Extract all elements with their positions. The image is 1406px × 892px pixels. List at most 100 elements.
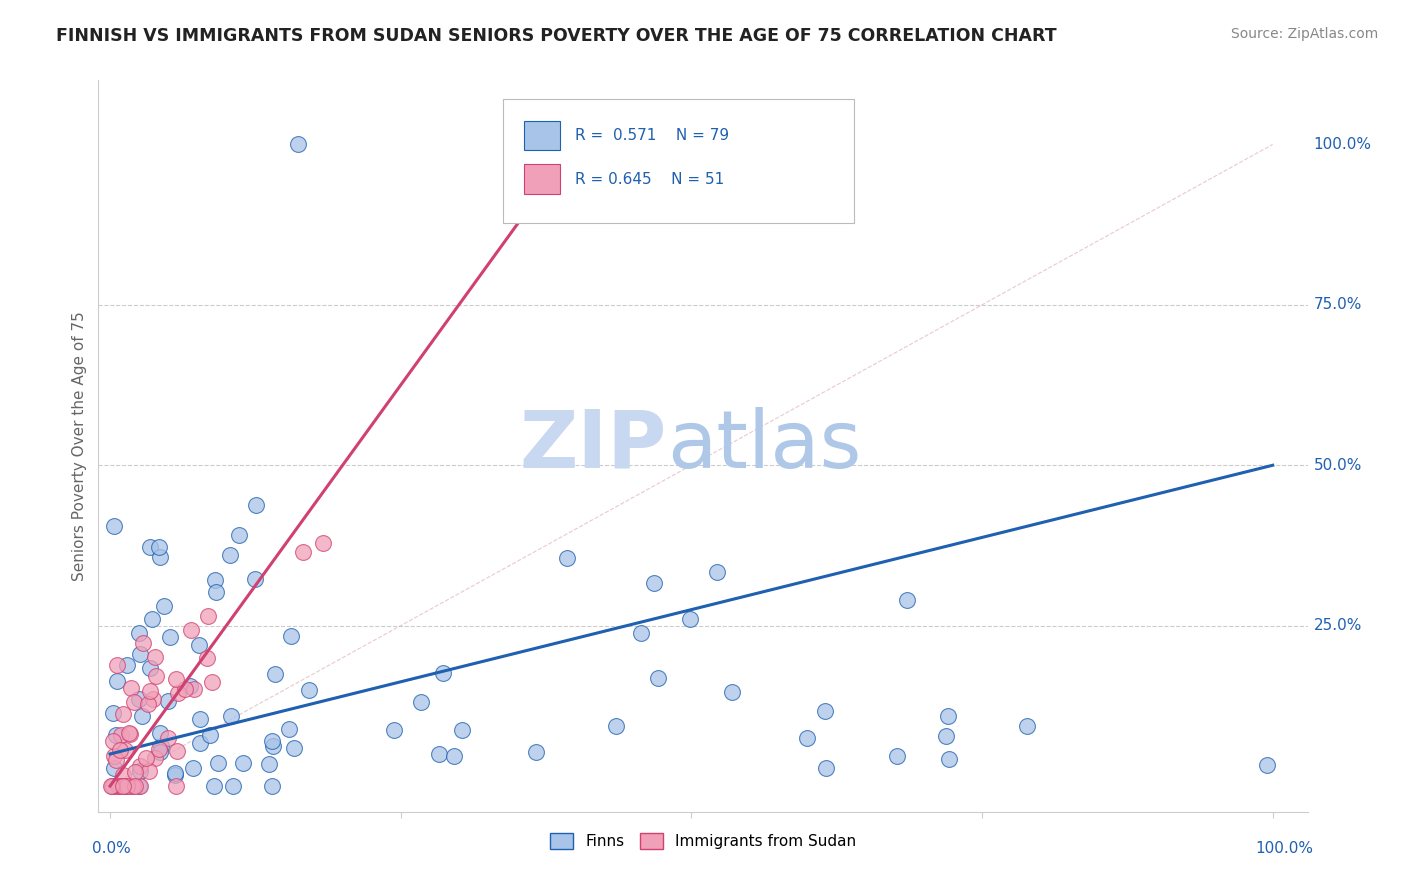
Point [103, 748, 125, 763]
Point [277, 519, 299, 533]
Point [198, 626, 221, 640]
Point [796, 679, 818, 693]
Legend: Finns, Immigrants from Sudan: Finns, Immigrants from Sudan [544, 827, 862, 855]
Point [148, 742, 170, 756]
Point [128, 728, 150, 742]
Point [110, 728, 132, 742]
Point [115, 779, 138, 793]
Point [1017, 736, 1039, 750]
Point [103, 498, 125, 512]
Point [128, 748, 150, 763]
Point [222, 719, 245, 733]
Point [101, 779, 124, 793]
Point [173, 681, 195, 696]
Point [118, 727, 141, 741]
Point [243, 741, 266, 756]
Point [103, 722, 125, 736]
Point [107, 779, 129, 793]
Point [219, 765, 242, 780]
Point [245, 137, 267, 152]
Point [409, 760, 432, 774]
Point [139, 626, 162, 640]
Point [706, 708, 728, 723]
Point [166, 744, 188, 758]
Text: 100.0%: 100.0% [1313, 137, 1372, 152]
Point [260, 527, 283, 541]
Point [111, 706, 134, 721]
Point [131, 779, 153, 793]
Point [118, 726, 141, 740]
Point [115, 692, 138, 706]
Text: ZIP: ZIP [519, 407, 666, 485]
Point [935, 725, 957, 739]
Text: atlas: atlas [666, 407, 860, 485]
Point [187, 748, 209, 763]
Point [263, 779, 285, 793]
Point [121, 779, 143, 793]
Point [166, 779, 188, 793]
Point [138, 764, 160, 778]
Point [128, 638, 150, 652]
Point [201, 675, 224, 690]
Point [128, 723, 150, 737]
Point [112, 779, 135, 793]
Point [720, 661, 742, 675]
Point [181, 728, 204, 742]
Bar [524, 120, 561, 150]
Text: R =  0.571    N = 79: R = 0.571 N = 79 [575, 128, 728, 143]
Point [167, 685, 190, 699]
Point [630, 585, 652, 599]
Point [159, 576, 181, 591]
Point [101, 779, 124, 793]
Point [221, 779, 243, 793]
Point [886, 706, 908, 720]
Text: FINNISH VS IMMIGRANTS FROM SUDAN SENIORS POVERTY OVER THE AGE OF 75 CORRELATION : FINNISH VS IMMIGRANTS FROM SUDAN SENIORS… [56, 27, 1057, 45]
Point [163, 756, 186, 771]
Point [280, 709, 302, 723]
Point [165, 672, 187, 686]
Point [100, 779, 122, 793]
Point [814, 712, 837, 726]
Point [156, 573, 179, 587]
Text: 0.0%: 0.0% [93, 841, 131, 856]
Point [180, 624, 202, 638]
Point [135, 751, 157, 765]
Point [108, 742, 131, 756]
Point [128, 759, 150, 773]
Point [643, 739, 665, 754]
Point [138, 684, 160, 698]
Point [312, 536, 335, 550]
Point [103, 734, 125, 748]
Point [120, 779, 142, 793]
Point [228, 572, 250, 586]
Point [204, 667, 226, 681]
Point [149, 779, 172, 793]
Point [108, 779, 131, 793]
Point [145, 669, 167, 683]
Point [207, 739, 229, 754]
Point [115, 709, 138, 723]
Point [139, 734, 162, 748]
Point [112, 779, 135, 793]
Point [814, 630, 837, 644]
Point [149, 768, 172, 782]
Point [451, 549, 474, 563]
Point [262, 723, 284, 737]
Text: 100.0%: 100.0% [1256, 841, 1313, 856]
Point [938, 757, 960, 772]
FancyBboxPatch shape [503, 99, 855, 223]
Point [183, 682, 205, 697]
Text: 75.0%: 75.0% [1313, 297, 1362, 312]
Point [122, 695, 145, 709]
Point [257, 612, 280, 626]
Point [283, 550, 305, 565]
Text: Source: ZipAtlas.com: Source: ZipAtlas.com [1230, 27, 1378, 41]
Point [292, 545, 315, 559]
Point [103, 565, 125, 579]
Point [148, 762, 170, 776]
Text: 50.0%: 50.0% [1313, 458, 1362, 473]
Bar [524, 164, 561, 194]
Point [128, 779, 150, 793]
Point [105, 657, 128, 672]
Text: R = 0.645    N = 51: R = 0.645 N = 51 [575, 171, 724, 186]
